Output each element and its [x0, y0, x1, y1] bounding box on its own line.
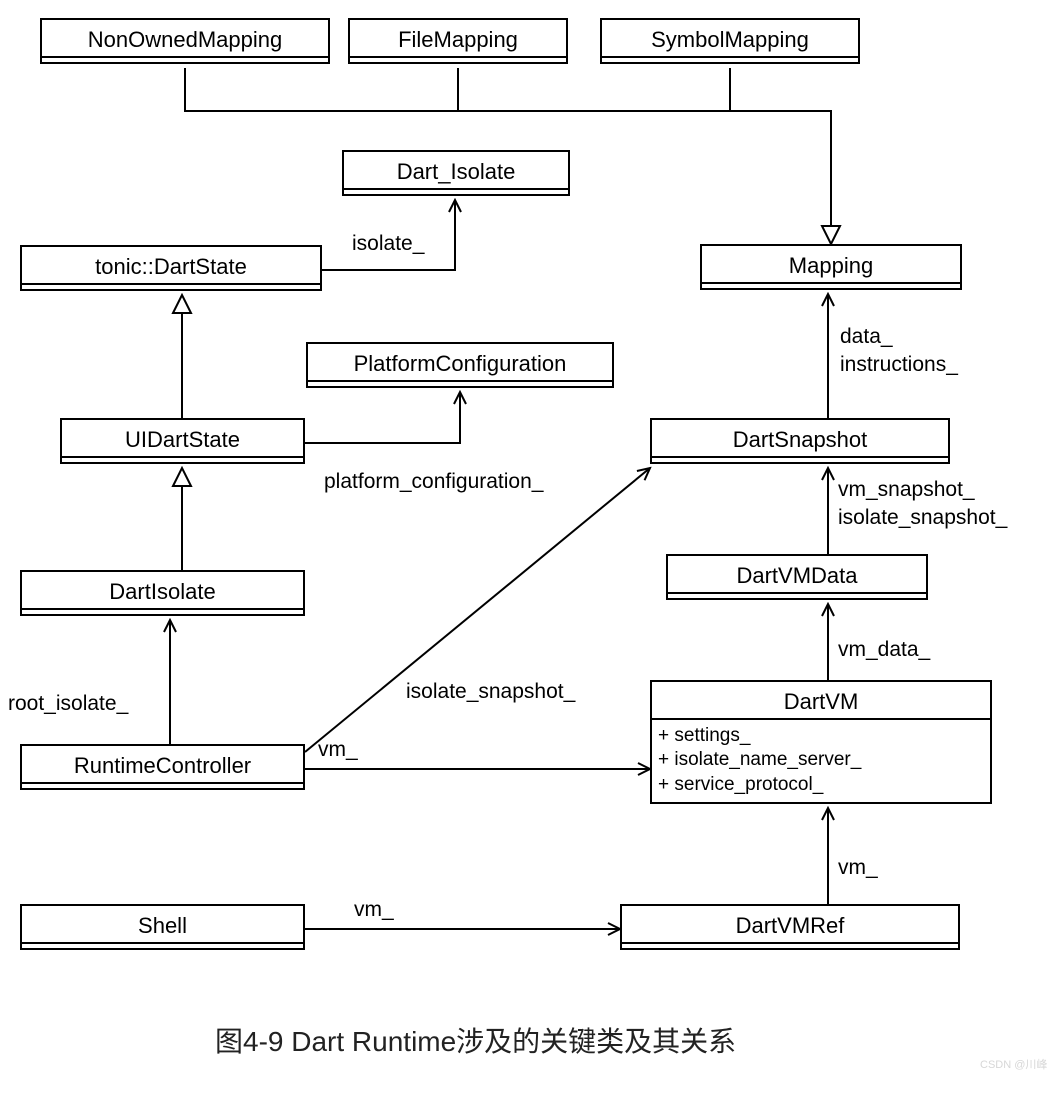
node-dart-vm-data: DartVMData: [666, 554, 928, 600]
edge-label-vm: vm_: [318, 738, 358, 762]
edge-label-vm-3: vm_: [354, 898, 394, 922]
figure-caption: 图4-9 Dart Runtime涉及的关键类及其关系: [215, 1020, 736, 1060]
node-label: PlatformConfiguration: [308, 344, 612, 380]
edge-label-platform-configuration: platform_configuration_: [324, 470, 543, 494]
edge-label-instructions: instructions_: [840, 353, 958, 377]
node-label: DartVM: [652, 682, 990, 718]
node-underline: [22, 782, 303, 788]
node-underline: [622, 942, 958, 948]
node-label: Dart_Isolate: [344, 152, 568, 188]
node-platform-configuration: PlatformConfiguration: [306, 342, 614, 388]
node-non-owned-mapping: NonOwnedMapping: [40, 18, 330, 64]
node-symbol-mapping: SymbolMapping: [600, 18, 860, 64]
edge-label-isolate-snapshot: isolate_snapshot_: [406, 680, 575, 704]
edge-label-data: data_: [840, 325, 893, 349]
node-label: DartVMRef: [622, 906, 958, 942]
node-dart-vm: DartVM + settings_ + isolate_name_server…: [650, 680, 992, 804]
node-shell: Shell: [20, 904, 305, 950]
node-label: DartSnapshot: [652, 420, 948, 456]
node-underline: [652, 456, 948, 462]
node-underline: [668, 592, 926, 598]
node-underline: [22, 608, 303, 614]
node-dart-snapshot: DartSnapshot: [650, 418, 950, 464]
node-underline: [42, 56, 328, 62]
node-underline: [702, 282, 960, 288]
node-label: Shell: [22, 906, 303, 942]
node-label: DartIsolate: [22, 572, 303, 608]
node-label: SymbolMapping: [602, 20, 858, 56]
node-label: FileMapping: [350, 20, 566, 56]
node-ui-dart-state: UIDartState: [60, 418, 305, 464]
node-label: Mapping: [702, 246, 960, 282]
node-underline: [22, 283, 320, 289]
node-mapping: Mapping: [700, 244, 962, 290]
edge-label-vm-2: vm_: [838, 856, 878, 880]
node-label: tonic::DartState: [22, 247, 320, 283]
node-attributes: + settings_ + isolate_name_server_ + ser…: [652, 718, 990, 802]
node-label: UIDartState: [62, 420, 303, 456]
watermark: CSDN @川峰: [980, 1056, 1047, 1072]
node-dart-isolate: DartIsolate: [20, 570, 305, 616]
node-attribute: + settings_: [658, 724, 984, 749]
node-underline: [22, 942, 303, 948]
edge-label-vm-snapshot: vm_snapshot_: [838, 478, 975, 502]
node-underline: [308, 380, 612, 386]
edge-label-isolate: isolate_: [352, 232, 424, 256]
edge-label-root-isolate: root_isolate_: [8, 692, 128, 716]
node-label: DartVMData: [668, 556, 926, 592]
node-underline: [344, 188, 568, 194]
node-attribute: + isolate_name_server_: [658, 748, 984, 773]
edge-label-vm-data: vm_data_: [838, 638, 930, 662]
node-label: NonOwnedMapping: [42, 20, 328, 56]
edge-uidartstate-to-platformconfig: [305, 392, 460, 443]
node-file-mapping: FileMapping: [348, 18, 568, 64]
node-dart-isolate-top: Dart_Isolate: [342, 150, 570, 196]
node-underline: [62, 456, 303, 462]
edge-runtimectrl-to-dartsnapshot: [305, 468, 650, 752]
node-label: RuntimeController: [22, 746, 303, 782]
edge-label-isolate-snapshot-2: isolate_snapshot_: [838, 506, 1007, 530]
node-runtime-controller: RuntimeController: [20, 744, 305, 790]
node-underline: [602, 56, 858, 62]
node-tonic-dart-state: tonic::DartState: [20, 245, 322, 291]
node-dart-vm-ref: DartVMRef: [620, 904, 960, 950]
node-attribute: + service_protocol_: [658, 773, 984, 798]
node-underline: [350, 56, 566, 62]
